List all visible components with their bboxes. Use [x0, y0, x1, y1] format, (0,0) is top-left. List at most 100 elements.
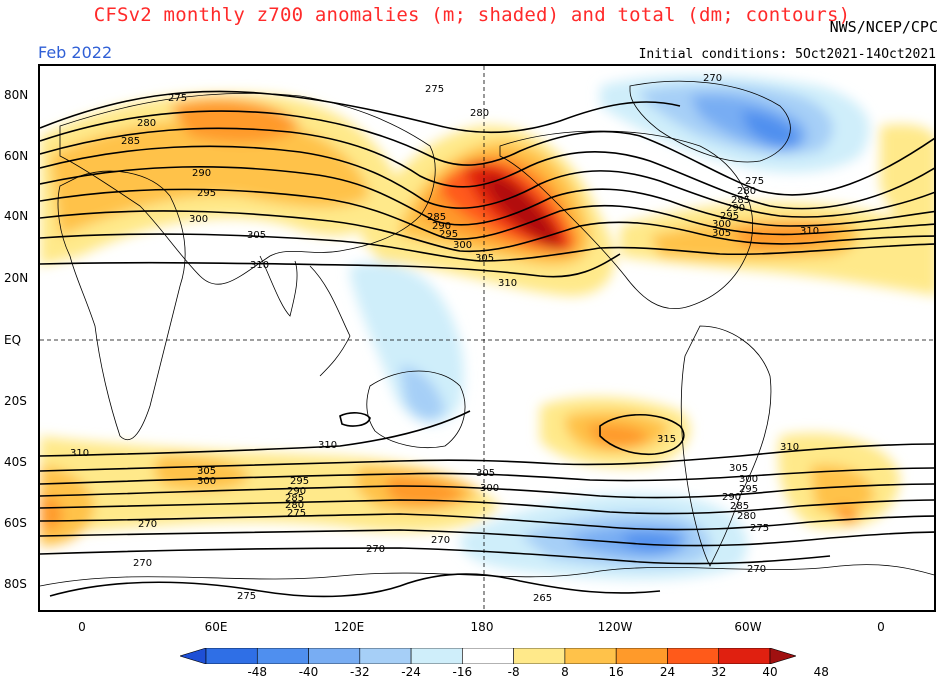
colorbar-tick-label: 48 [813, 665, 829, 679]
contour-label: 275 [168, 93, 187, 104]
contour-label: 305 [475, 253, 494, 264]
colorbar-cell [256, 648, 309, 664]
colorbar-cell [308, 648, 361, 664]
lat-label-80n: 80N [4, 88, 29, 102]
contour-label: 295 [739, 484, 758, 495]
colorbar-cell [359, 648, 412, 664]
contour-label: 290 [287, 486, 306, 497]
contour-label: 300 [480, 483, 499, 494]
lon-label-60w: 60W [734, 620, 762, 634]
colorbar-cells [180, 648, 796, 664]
contour-label: 310 [498, 278, 517, 289]
anomaly-shading [40, 74, 934, 580]
contour-label: 305 [247, 230, 266, 241]
contour-label: 285 [121, 136, 140, 147]
contour-label: 270 [133, 558, 152, 569]
lat-label-40n: 40N [4, 209, 29, 223]
contour-label: 290 [192, 168, 211, 179]
contour-label: 270 [431, 535, 450, 546]
contour-label: 270 [747, 564, 766, 575]
contour-label: 305 [729, 463, 748, 474]
contour-label: 300 [739, 474, 758, 485]
contour-label: 295 [290, 476, 309, 487]
colorbar-tick-label: -8 [507, 665, 520, 679]
contour-label: 305 [712, 228, 731, 239]
contour-label: 310 [70, 448, 89, 459]
colorbar-tick-label: 16 [608, 665, 624, 679]
contour-label: 305 [476, 468, 495, 479]
colorbar-cell [667, 648, 720, 664]
contour-label: 310 [800, 226, 819, 237]
contour-label: 290 [432, 221, 451, 232]
colorbar-cell [769, 648, 796, 664]
lat-label-20s: 20S [4, 394, 27, 408]
contour-label: 300 [197, 476, 216, 487]
contour-label: 275 [287, 508, 306, 519]
colorbar-tick-label: -48 [247, 665, 268, 679]
contour-label: 310 [780, 442, 799, 453]
contour-label: 270 [138, 519, 157, 530]
contour-label: 300 [453, 240, 472, 251]
contour-label: 310 [250, 260, 269, 271]
contour-label: 295 [720, 211, 739, 222]
lon-label-0: 0 [78, 620, 86, 634]
colorbar-tick-label: 32 [711, 665, 727, 679]
colorbar-cell [205, 648, 258, 664]
lat-label-80s: 80S [4, 577, 27, 591]
contour-label: 285 [730, 501, 749, 512]
contour-label: 275 [745, 176, 764, 187]
colorbar-cell [564, 648, 617, 664]
contour-label: 270 [366, 544, 385, 555]
contour-label: 275 [425, 84, 444, 95]
contour-label: 285 [285, 493, 304, 504]
lon-label-120w: 120W [597, 620, 633, 634]
contour-label: 275 [750, 523, 769, 534]
contour-label: 300 [189, 214, 208, 225]
lon-label-60e: 60E [204, 620, 228, 634]
initial-conditions: Initial conditions: 5Oct2021-14Oct2021 [638, 47, 936, 62]
lat-label-40s: 40S [4, 455, 27, 469]
map-canvas: 275 280 285 290 295 300 305 310 275 280 … [40, 66, 934, 610]
colorbar-cell [410, 648, 463, 664]
contour-label: 305 [197, 466, 216, 477]
contour-label: 280 [737, 511, 756, 522]
contour-label: 270 [703, 73, 722, 84]
lon-label-0-east: 0 [877, 620, 885, 634]
height-contours [40, 90, 934, 598]
colorbar-cell [462, 648, 514, 664]
contour-label: 290 [722, 492, 741, 503]
lat-label-eq: EQ [4, 333, 22, 347]
colorbar-tick-label: -24 [401, 665, 421, 679]
colorbar-tick-label: 8 [561, 665, 569, 679]
contour-label: 290 [726, 203, 745, 214]
lat-label-60s: 60S [4, 516, 27, 530]
contour-label: 295 [197, 188, 216, 199]
contour-label: 285 [731, 195, 750, 206]
lon-label-180: 180 [470, 620, 494, 634]
colorbar-cell [180, 648, 207, 664]
contour-label: 300 [712, 219, 731, 230]
contour-labels: 275 280 285 290 295 300 305 310 275 280 … [70, 73, 819, 604]
forecast-month: Feb 2022 [38, 43, 113, 62]
colorbar-cell [615, 648, 668, 664]
reference-lines [40, 66, 934, 610]
contour-label: 280 [285, 500, 304, 511]
contour-label: 265 [533, 593, 552, 604]
contour-label: 280 [470, 108, 489, 119]
colorbar-tick-label: 24 [659, 665, 676, 679]
colorbar-tick-label: -16 [452, 665, 473, 679]
contour-label: 315 [657, 434, 676, 445]
colorbar-cell [718, 648, 771, 664]
contour-label: 280 [137, 118, 156, 129]
map-title: CFSv2 monthly z700 anomalies (m; shaded)… [93, 4, 851, 26]
lat-label-60n: 60N [4, 149, 29, 163]
lon-label-120e: 120E [333, 620, 365, 634]
agency-label: NWS/NCEP/CPC [829, 18, 938, 36]
colorbar-tick-label: -40 [298, 665, 319, 679]
contour-label: 275 [237, 591, 256, 602]
contour-label: 295 [439, 229, 458, 240]
lat-label-20n: 20N [4, 271, 29, 285]
contour-label: 310 [318, 440, 337, 451]
colorbar-tick-label: -32 [350, 665, 370, 679]
colorbar-tick-label: 40 [762, 665, 778, 679]
